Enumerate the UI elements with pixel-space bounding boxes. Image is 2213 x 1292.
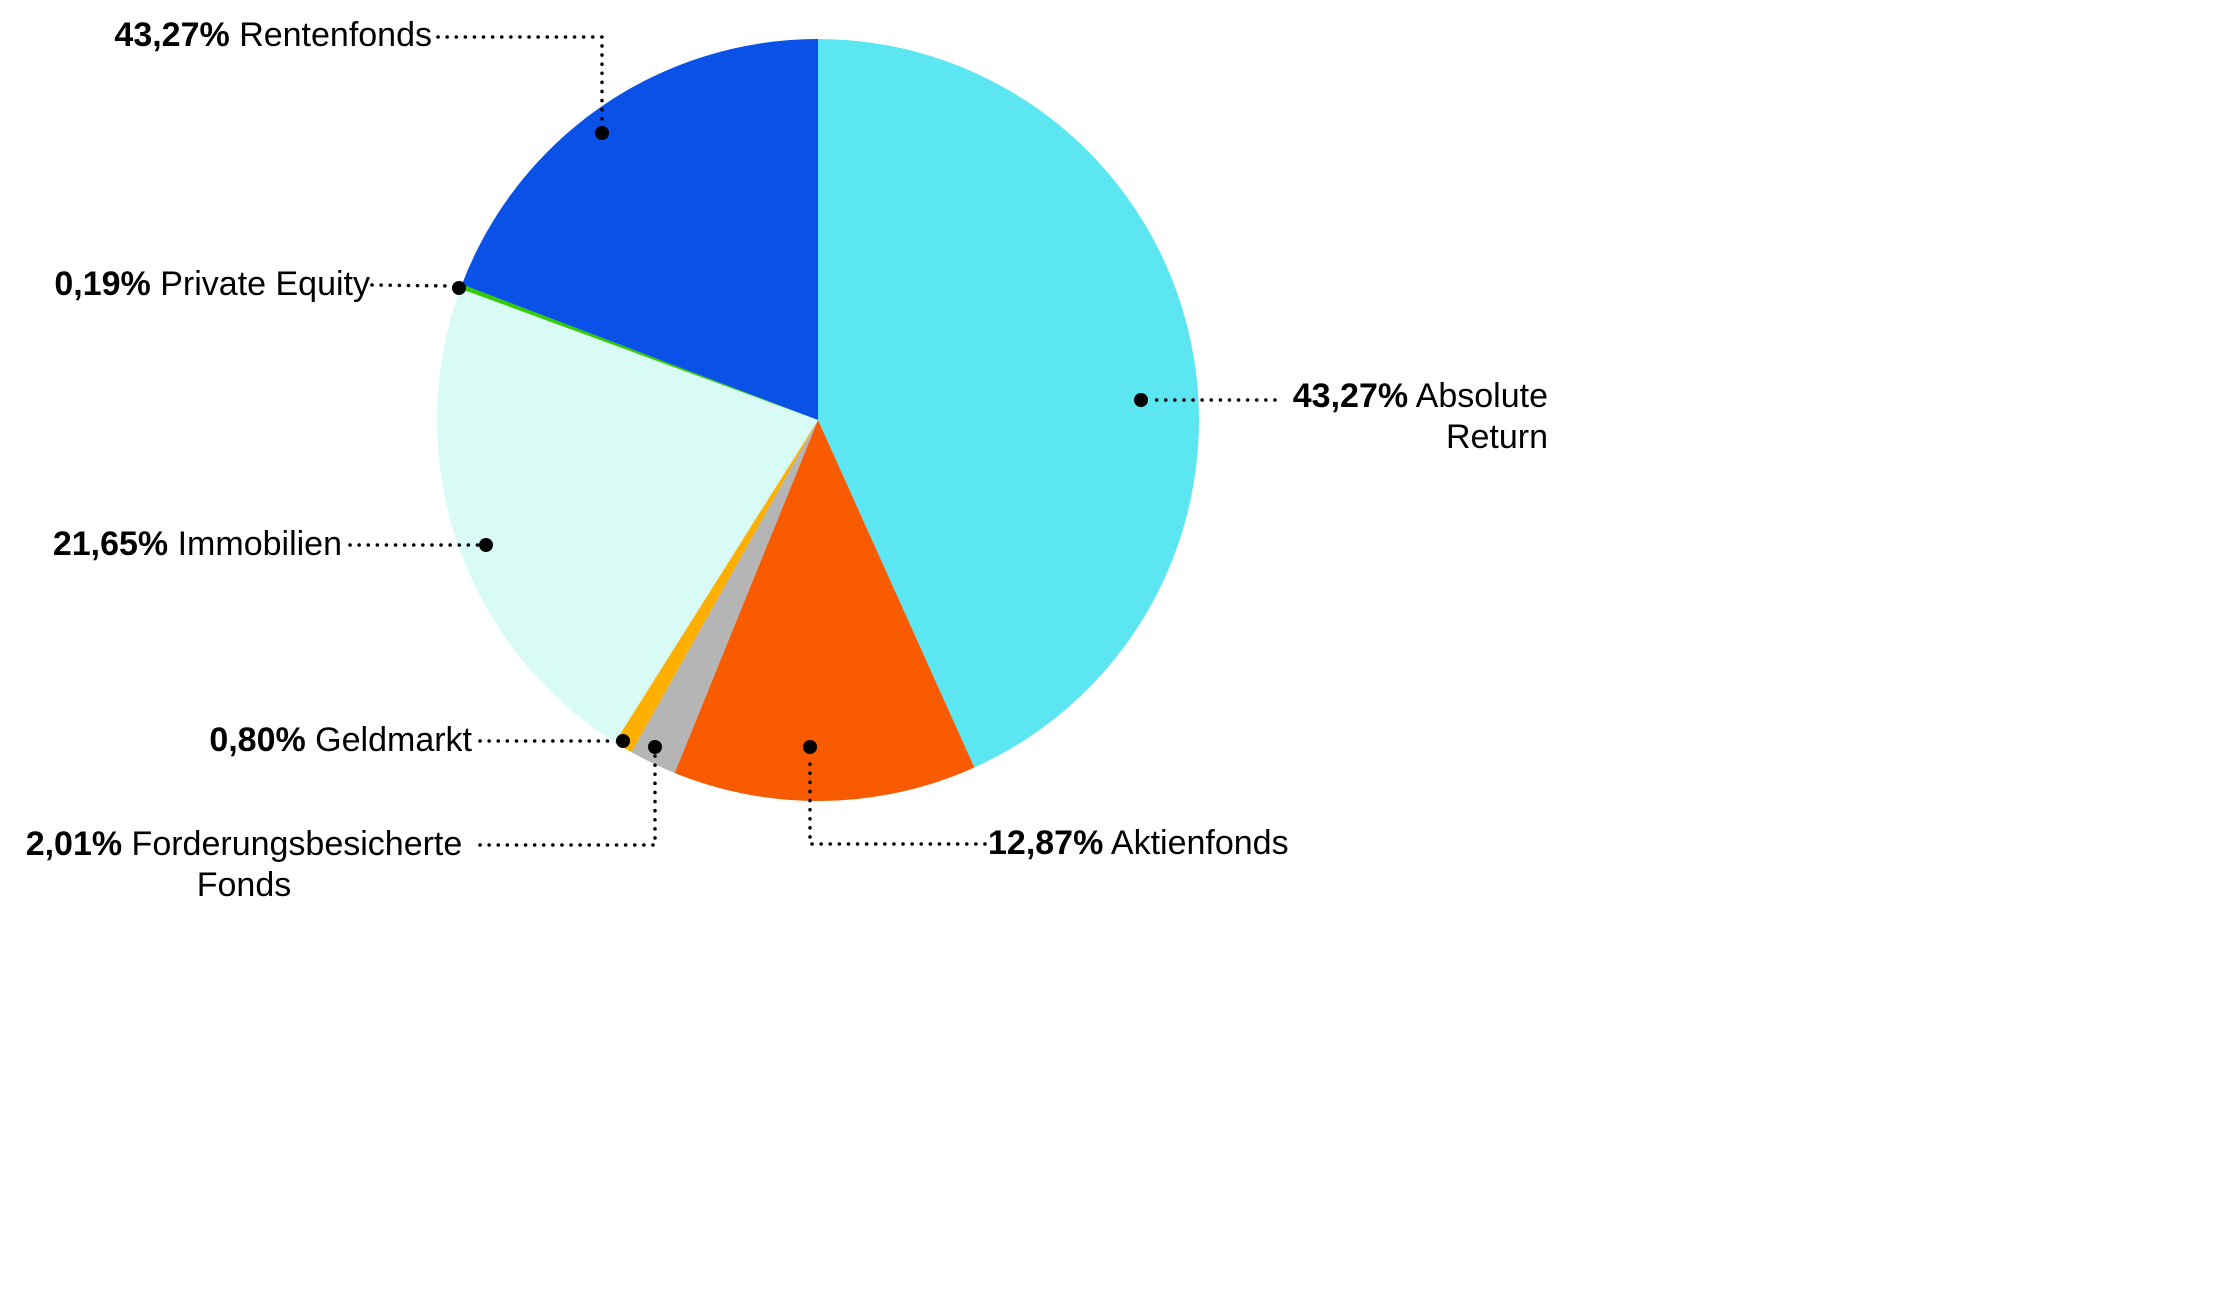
label-private-equity: 0,19% Private Equity — [40, 264, 370, 305]
pie-slice-forderungsbesicherte-fonds — [631, 420, 818, 773]
leader-line-private-equity — [370, 283, 454, 288]
label-absolute-return-pct: 43,27% — [1292, 377, 1409, 415]
pie-slice-immobilien — [436, 288, 818, 743]
label-forderungsbesicherte-fonds-name: Forderungsbesicherte Fonds — [131, 825, 463, 904]
label-aktienfonds-name: Aktienfonds — [1110, 824, 1289, 862]
label-geldmarkt-name: Geldmarkt — [315, 721, 472, 759]
leader-dot-private-equity — [452, 281, 466, 295]
label-rentenfonds-name: Rentenfonds — [239, 16, 432, 54]
pie-slice-private-equity — [460, 284, 818, 420]
pie-slice-geldmarkt — [614, 420, 818, 753]
label-absolute-return: 43,27% Absolute Return — [1280, 376, 1548, 458]
leader-line-rentenfonds — [436, 35, 604, 128]
leader-dot-geldmarkt — [616, 734, 630, 748]
label-geldmarkt-pct: 0,80% — [209, 721, 306, 759]
label-aktienfonds-pct: 12,87% — [988, 824, 1104, 862]
pie-slice-aktienfonds — [674, 420, 975, 802]
label-aktienfonds: 12,87% Aktienfonds — [988, 823, 1318, 864]
label-forderungsbesicherte-fonds-pct: 2,01% — [25, 825, 123, 863]
label-private-equity-name: Private Equity — [160, 265, 370, 303]
leader-dot-absolute-return — [1134, 393, 1148, 407]
label-rentenfonds: 43,27% Rentenfonds — [88, 15, 432, 56]
label-immobilien-pct: 21,65% — [52, 525, 169, 563]
leader-dot-aktienfonds — [803, 740, 817, 754]
label-forderungsbesicherte-fonds: 2,01% Forderungsbesicherte Fonds — [20, 824, 468, 906]
leader-dot-rentenfonds — [595, 126, 609, 140]
label-absolute-return-name: Absolute Return — [1415, 377, 1548, 456]
label-geldmarkt: 0,80% Geldmarkt — [188, 720, 472, 761]
leader-dot-forderungsbesicherte-fonds — [648, 740, 662, 754]
label-private-equity-pct: 0,19% — [54, 265, 151, 303]
label-immobilien: 21,65% Immobilien — [40, 524, 342, 565]
label-immobilien-name: Immobilien — [177, 525, 342, 563]
leader-dot-immobilien — [479, 538, 493, 552]
leader-line-forderungsbesicherte-fonds — [478, 754, 657, 847]
pie-slice-absolute-return — [818, 39, 1199, 768]
label-rentenfonds-pct: 43,27% — [114, 16, 230, 54]
pie-slice-rentenfonds — [461, 39, 818, 420]
